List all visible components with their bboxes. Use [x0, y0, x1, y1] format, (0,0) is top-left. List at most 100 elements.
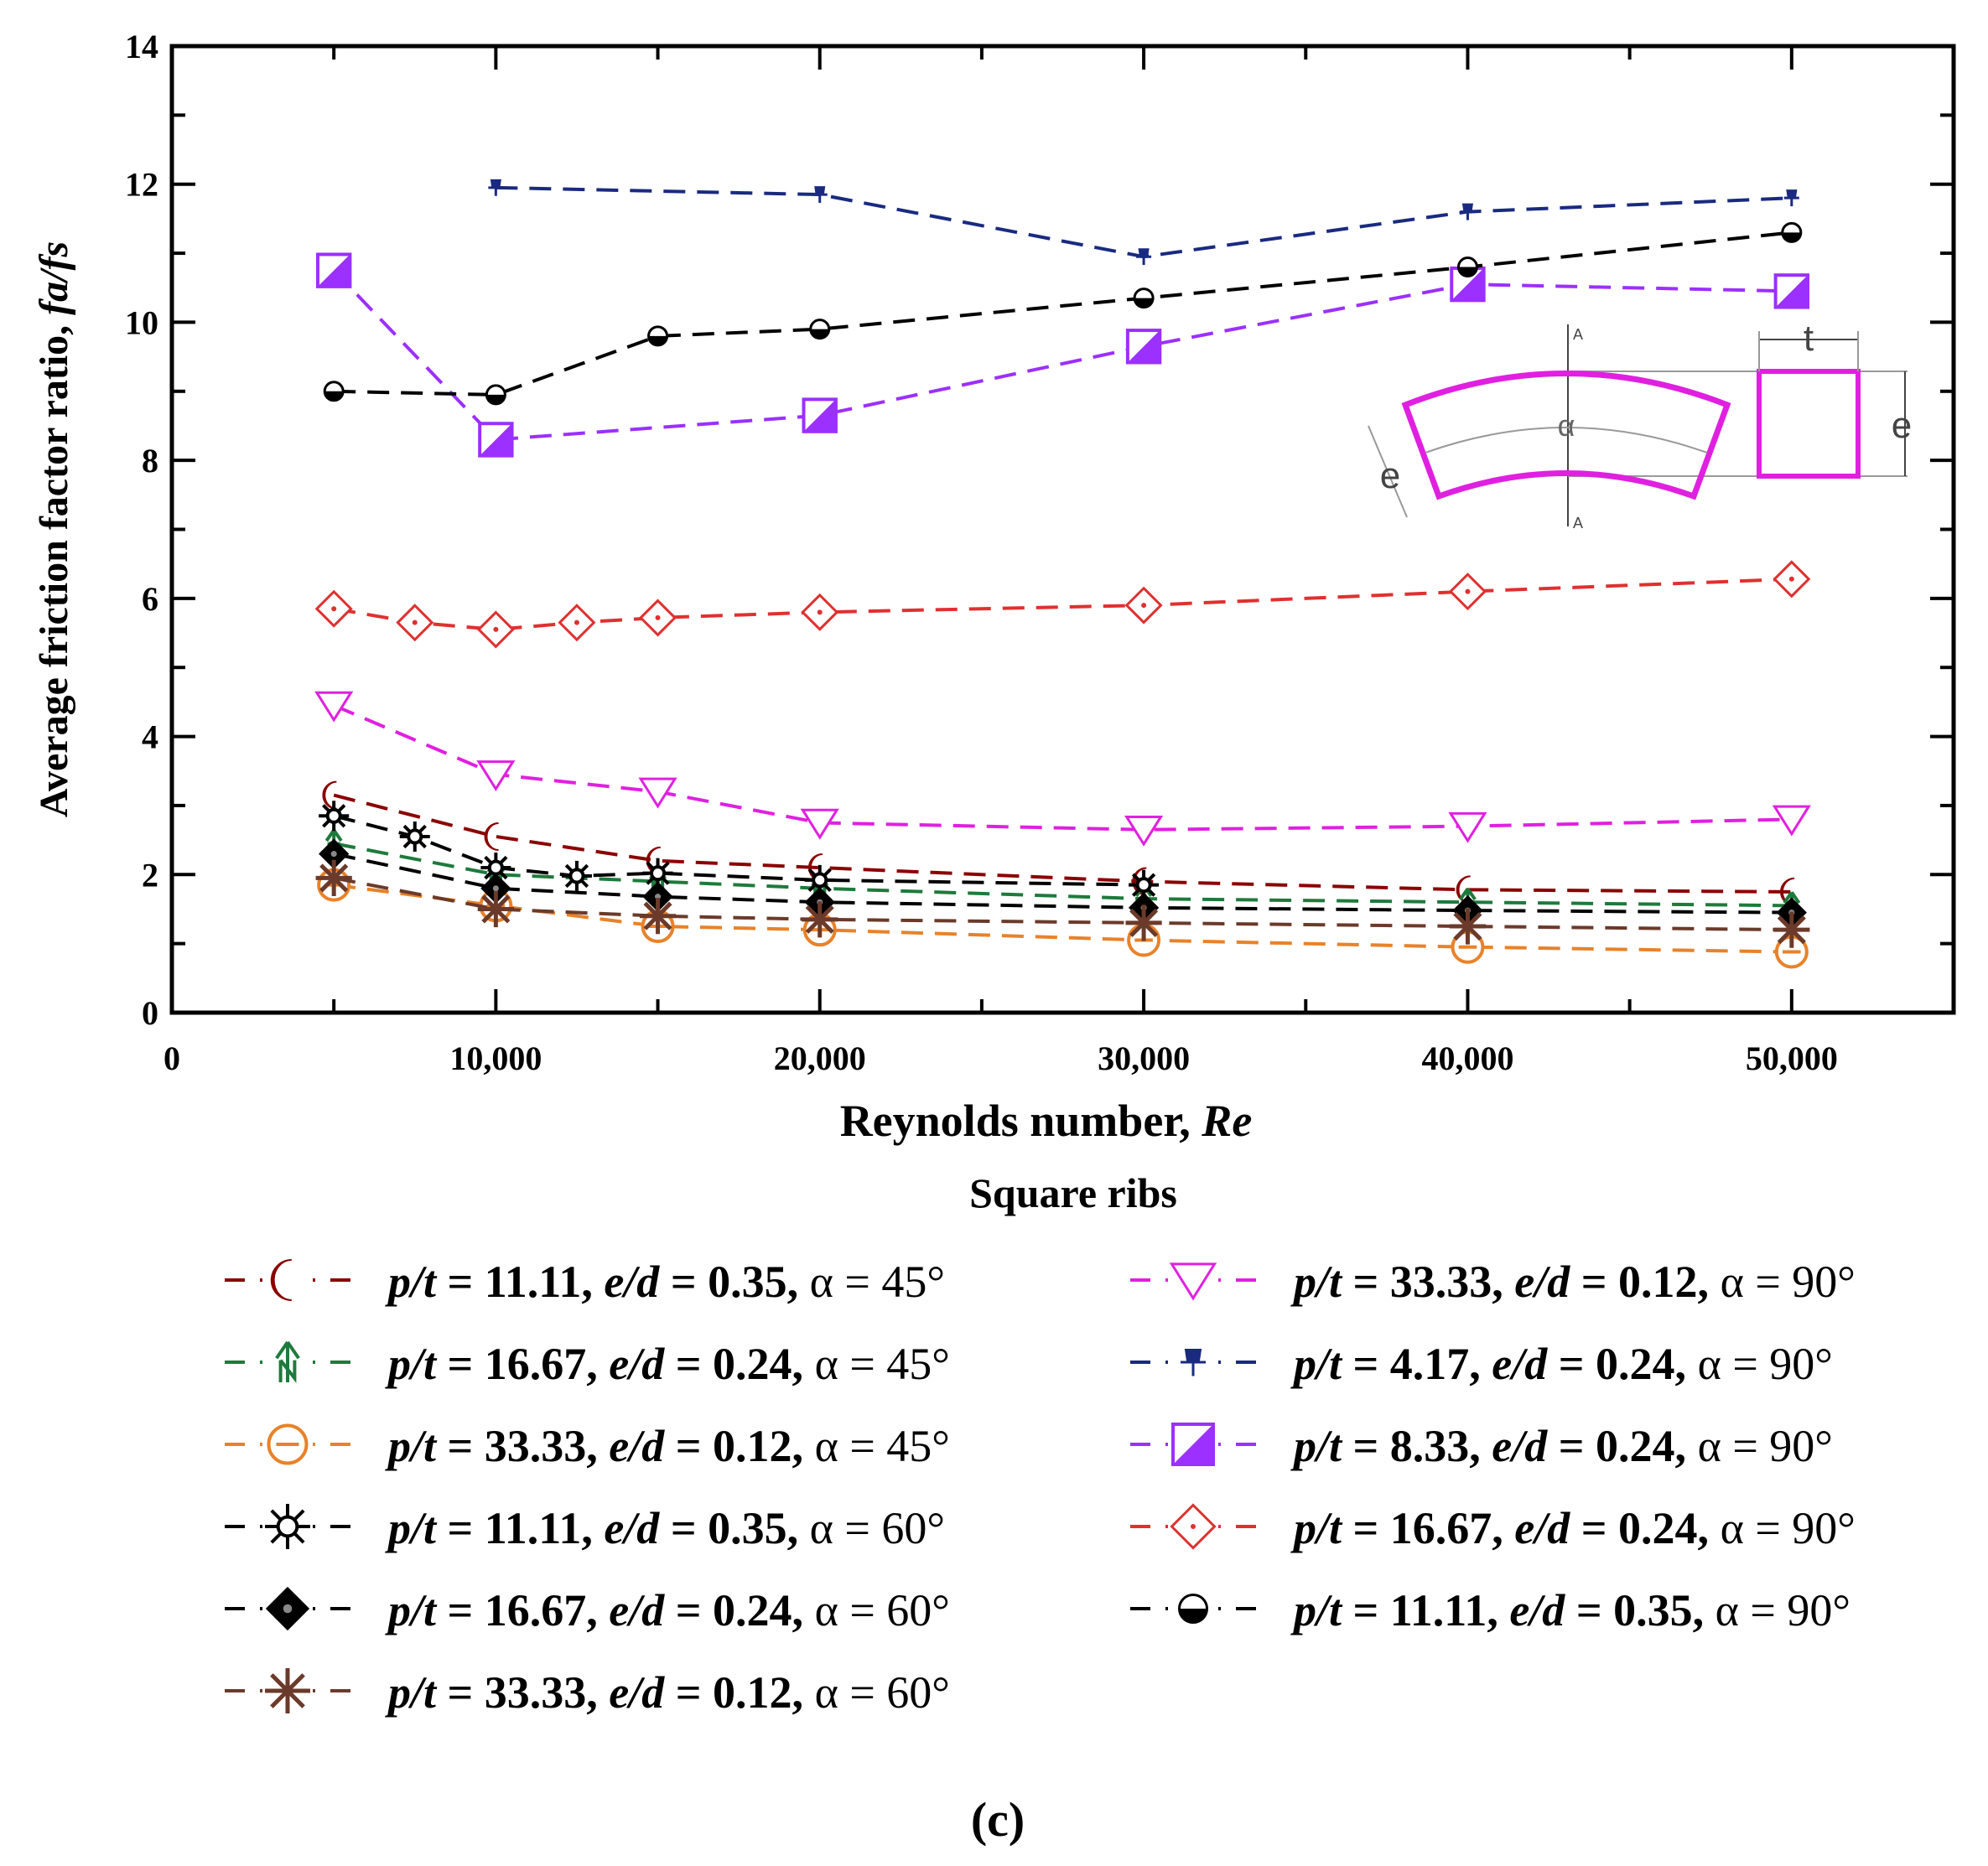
square-rib-outline: [1757, 369, 1861, 479]
data-marker: [267, 1423, 309, 1465]
data-marker: [265, 1668, 310, 1713]
series-line: [496, 185, 1792, 259]
data-marker: [804, 864, 835, 895]
series-line: [334, 231, 1793, 397]
sun-ray: [322, 804, 330, 812]
series-1: [322, 780, 1795, 906]
circle-half-fill: [1179, 1609, 1207, 1623]
legend-item-3: p/t = 33.33, e/d = 0.12, α = 45°: [225, 1412, 950, 1476]
y-tick-label: 6: [142, 580, 158, 618]
data-marker: [315, 859, 352, 897]
e-label-right: e: [1892, 405, 1912, 446]
triangle-marker: [1169, 1262, 1217, 1301]
data-marker: [1169, 1262, 1217, 1301]
crescent-marker: [1132, 867, 1147, 896]
legend-item-2: p/t = 16.67, e/d = 0.24, α = 45°: [225, 1330, 950, 1394]
data-marker: [1456, 257, 1478, 278]
y-tick-label: 2: [142, 856, 158, 894]
y-axis-label: Average friction factor ratio, fa/fs: [32, 241, 76, 817]
sun-ray: [402, 840, 412, 849]
data-marker: [270, 1259, 292, 1301]
diamond-dot: [330, 851, 337, 858]
legend-title: Square ribs: [969, 1169, 1177, 1216]
sun-core: [325, 807, 342, 824]
data-marker: [275, 1340, 300, 1384]
circle-half-fill: [1458, 267, 1477, 277]
square-fill: [1451, 267, 1484, 301]
triangle-marker: [476, 760, 516, 792]
sun-ray: [823, 884, 832, 893]
sun-ray: [580, 863, 589, 873]
e-dimension-left: [1368, 425, 1408, 518]
sun-ray: [337, 819, 346, 828]
e-label-left: e: [1380, 455, 1400, 496]
legend-label: p/t = 16.67, e/d = 0.24, α = 90°: [1290, 1503, 1856, 1553]
data-marker: [1448, 573, 1487, 611]
data-marker: [800, 808, 839, 840]
data-marker: [399, 821, 430, 852]
data-marker: [265, 1586, 310, 1631]
triangle-marker: [1448, 811, 1487, 843]
legend-item-7: p/t = 33.33, e/d = 0.12, α = 90°: [1130, 1248, 1856, 1312]
data-marker: [477, 890, 514, 928]
data-marker: [319, 801, 350, 832]
asterisk-arm: [319, 863, 349, 893]
data-marker: [1171, 1423, 1215, 1466]
square-fill: [1173, 1424, 1213, 1464]
circle-half-fill: [486, 394, 506, 404]
y-tick-label: 14: [125, 28, 158, 65]
legend-item-1: p/t = 11.11, e/d = 0.35, α = 45°: [225, 1248, 945, 1312]
data-marker: [478, 422, 514, 458]
data-marker: [812, 186, 828, 203]
legend-label: p/t = 16.67, e/d = 0.24, α = 60°: [385, 1585, 950, 1635]
x-tick-label: 20,000: [774, 1039, 866, 1077]
sun-ray: [270, 1509, 282, 1521]
data-marker: [639, 599, 677, 637]
data-marker: [1125, 904, 1162, 941]
sun-core: [568, 868, 585, 884]
square-fill: [317, 254, 350, 287]
alpha-label: α: [1558, 408, 1575, 443]
y-tick-label: 10: [125, 303, 158, 341]
triangle-marker: [314, 691, 354, 723]
sun-ray: [580, 879, 589, 889]
triangle-marker: [1772, 805, 1811, 837]
data-marker: [561, 860, 592, 891]
sun-ray: [564, 863, 574, 873]
sun-ray: [807, 868, 817, 877]
y-tick-label: 8: [142, 442, 158, 479]
sun-ray: [1147, 888, 1156, 897]
data-marker: [639, 898, 677, 935]
x-tick-label: 40,000: [1421, 1039, 1513, 1077]
data-marker: [1772, 805, 1811, 837]
legend-label: p/t = 33.33, e/d = 0.12, α = 45°: [385, 1421, 950, 1471]
data-marker: [802, 397, 838, 433]
series-11: [323, 221, 1803, 406]
data-marker: [801, 593, 839, 631]
sun-ray: [337, 804, 346, 812]
sun-core: [812, 872, 828, 889]
legend-label: p/t = 16.67, e/d = 0.24, α = 45°: [385, 1339, 950, 1389]
asterisk-arm: [805, 904, 834, 934]
sun-ray: [322, 819, 330, 828]
diamond-center: [1191, 1524, 1196, 1529]
data-marker: [1133, 288, 1155, 309]
triangle-marker: [638, 777, 677, 809]
data-marker: [809, 319, 831, 340]
asterisk-arm: [643, 901, 672, 930]
data-marker: [1170, 1503, 1217, 1550]
circle-half-fill: [324, 391, 344, 401]
asterisk-arm: [1777, 915, 1806, 945]
y-tick-label: 0: [142, 994, 158, 1032]
data-marker: [476, 610, 515, 649]
x-tick-label: 50,000: [1746, 1039, 1838, 1077]
data-marker: [314, 589, 353, 628]
legend-label: p/t = 11.11, e/d = 0.35, α = 90°: [1290, 1585, 1850, 1635]
data-marker: [1132, 867, 1147, 896]
legend-line-gap: [262, 1248, 313, 1312]
square-fill: [1127, 330, 1160, 363]
data-marker: [488, 179, 504, 196]
diamond-dot: [283, 1604, 293, 1614]
asterisk-arm: [1453, 912, 1482, 941]
